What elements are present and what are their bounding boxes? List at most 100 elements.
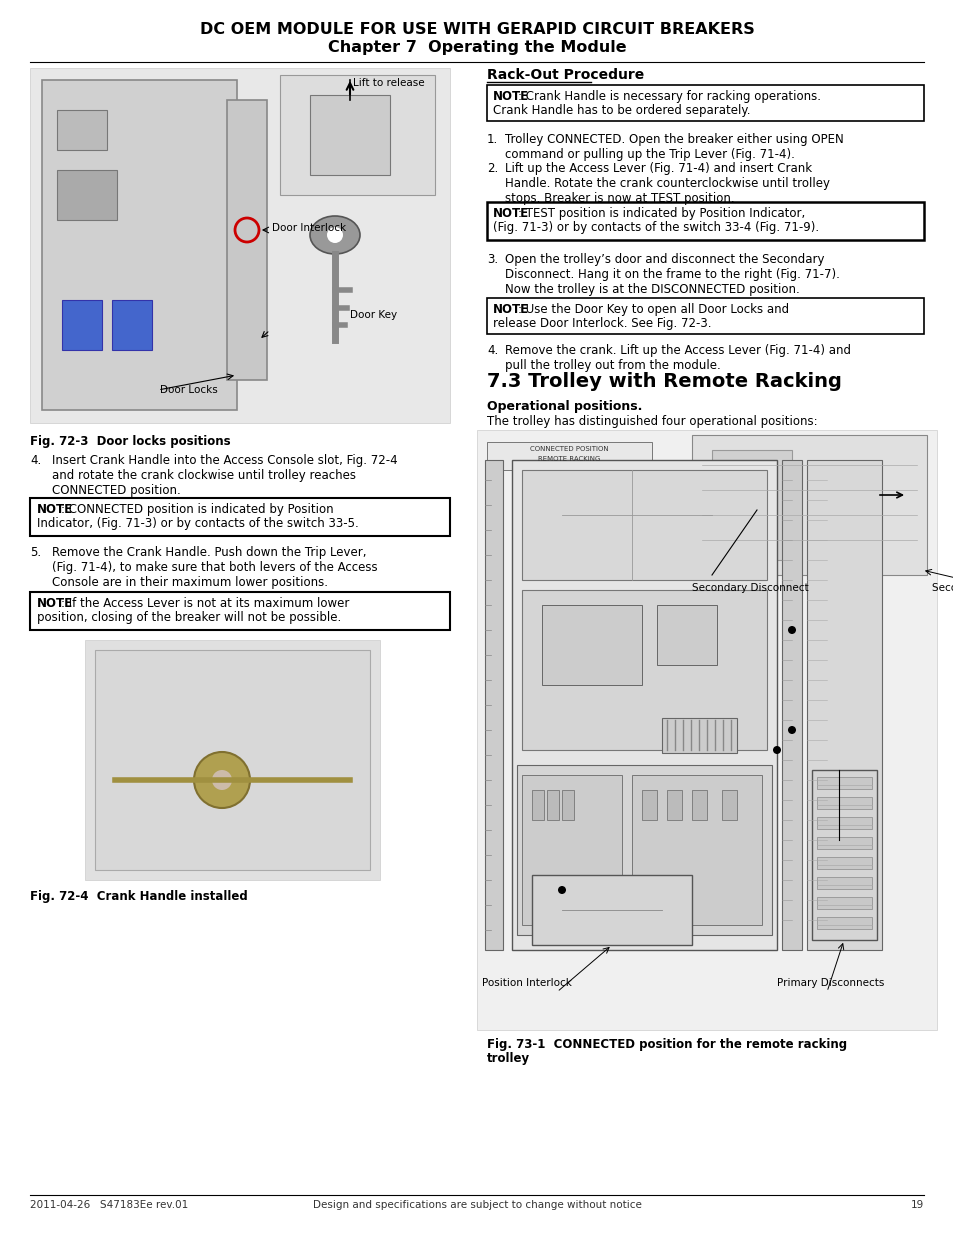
Text: 7.3 Trolley with Remote Racking: 7.3 Trolley with Remote Racking (486, 372, 841, 391)
Bar (521, 471, 766, 580)
Text: Primary Disconnects: Primary Disconnects (776, 978, 883, 988)
Circle shape (327, 227, 343, 243)
Bar (811, 769, 876, 940)
Bar (816, 837, 871, 848)
Text: Door Interlock: Door Interlock (272, 224, 346, 233)
Text: NOTE: NOTE (37, 597, 73, 610)
Text: Lift to release: Lift to release (353, 78, 424, 88)
Text: Secondary Disconnect: Secondary Disconnect (691, 583, 808, 593)
Text: Crank Handle has to be ordered separately.: Crank Handle has to be ordered separatel… (493, 104, 750, 117)
Bar (691, 435, 926, 576)
Text: CONNECTED POSITION: CONNECTED POSITION (529, 446, 608, 452)
Text: NOTE: NOTE (37, 503, 73, 516)
Text: NOTE: NOTE (493, 207, 529, 220)
Text: Design and specifications are subject to change without notice: Design and specifications are subject to… (313, 1200, 640, 1210)
Circle shape (212, 769, 232, 790)
Text: position, closing of the breaker will not be possible.: position, closing of the breaker will no… (37, 611, 341, 624)
Text: REMOTE RACKING: REMOTE RACKING (537, 456, 599, 462)
Bar (691, 790, 706, 820)
Bar (57, 170, 117, 220)
Text: : CONNECTED position is indicated by Position: : CONNECTED position is indicated by Pos… (61, 503, 334, 516)
Text: 3.: 3. (486, 253, 497, 266)
Bar (227, 100, 267, 380)
Text: Fig. 72-4  Crank Handle installed: Fig. 72-4 Crank Handle installed (30, 890, 248, 903)
Bar (486, 298, 923, 333)
Circle shape (787, 626, 795, 634)
Bar (631, 776, 761, 925)
Bar (721, 790, 737, 820)
Circle shape (787, 726, 795, 734)
Text: Door Locks: Door Locks (160, 385, 217, 395)
Bar (486, 442, 651, 471)
Bar (30, 592, 450, 630)
Text: 4.: 4. (30, 454, 41, 467)
Bar (280, 75, 435, 195)
Text: Remove the crank. Lift up the Access Lever (Fig. 71-4) and
pull the trolley out : Remove the crank. Lift up the Access Lev… (504, 345, 850, 372)
Text: Fig. 73-1  CONNECTED position for the remote racking: Fig. 73-1 CONNECTED position for the rem… (486, 1037, 846, 1051)
Bar (546, 790, 558, 820)
Bar (521, 776, 621, 925)
Circle shape (193, 752, 250, 808)
Bar (521, 590, 766, 750)
Bar (476, 430, 936, 1030)
Circle shape (772, 746, 781, 755)
Bar (310, 95, 390, 175)
Text: (Fig. 71-3) or by contacts of the switch 33-4 (Fig. 71-9).: (Fig. 71-3) or by contacts of the switch… (493, 221, 819, 233)
Text: 2011-04-26   S47183Ee rev.01: 2011-04-26 S47183Ee rev.01 (30, 1200, 188, 1210)
Bar (657, 605, 717, 664)
Bar (486, 85, 923, 121)
Text: NOTE: NOTE (493, 303, 529, 316)
Text: Open the trolley’s door and disconnect the Secondary
Disconnect. Hang it on the : Open the trolley’s door and disconnect t… (504, 253, 839, 296)
Bar (816, 818, 871, 829)
Text: Secondary Disconnect: Secondary Disconnect (931, 583, 953, 593)
Bar (486, 203, 923, 240)
Text: Insert Crank Handle into the Access Console slot, Fig. 72-4
and rotate the crank: Insert Crank Handle into the Access Cons… (52, 454, 397, 496)
Text: 1.: 1. (486, 133, 497, 146)
Text: 2.: 2. (486, 162, 497, 175)
Text: Fig. 72-3  Door locks positions: Fig. 72-3 Door locks positions (30, 435, 231, 448)
Bar (816, 797, 871, 809)
Text: DC OEM MODULE FOR USE WITH GERAPID CIRCUIT BREAKERS: DC OEM MODULE FOR USE WITH GERAPID CIRCU… (199, 22, 754, 37)
Bar (85, 640, 379, 881)
Bar (512, 459, 776, 950)
Bar (641, 790, 657, 820)
Text: release Door Interlock. See Fig. 72-3.: release Door Interlock. See Fig. 72-3. (493, 317, 711, 330)
Bar (30, 68, 450, 424)
Bar (112, 300, 152, 350)
Bar (57, 110, 107, 149)
Text: Operational positions.: Operational positions. (486, 400, 641, 412)
Text: : TEST position is indicated by Position Indicator,: : TEST position is indicated by Position… (517, 207, 804, 220)
Circle shape (558, 885, 565, 894)
Text: : Crank Handle is necessary for racking operations.: : Crank Handle is necessary for racking … (517, 90, 821, 103)
Text: The trolley has distinguished four operational positions:: The trolley has distinguished four opera… (486, 415, 817, 429)
Bar (816, 857, 871, 869)
Bar (816, 897, 871, 909)
Text: NOTE: NOTE (493, 90, 529, 103)
Bar (816, 877, 871, 889)
Text: : If the Access Lever is not at its maximum lower: : If the Access Lever is not at its maxi… (61, 597, 349, 610)
Bar (42, 80, 236, 410)
Bar (806, 459, 882, 950)
Bar (484, 459, 502, 950)
Text: 19: 19 (910, 1200, 923, 1210)
Text: trolley: trolley (486, 1052, 530, 1065)
Bar (95, 650, 370, 869)
Ellipse shape (310, 216, 359, 254)
Text: Chapter 7  Operating the Module: Chapter 7 Operating the Module (327, 40, 626, 56)
Text: Position Interlock: Position Interlock (481, 978, 571, 988)
Text: Remove the Crank Handle. Push down the Trip Lever,
(Fig. 71-4), to make sure tha: Remove the Crank Handle. Push down the T… (52, 546, 377, 589)
Bar (517, 764, 771, 935)
Bar (561, 790, 574, 820)
Text: Door Key: Door Key (350, 310, 396, 320)
Text: Rack-Out Procedure: Rack-Out Procedure (486, 68, 643, 82)
Bar (781, 459, 801, 950)
Bar (711, 450, 791, 559)
Bar (62, 300, 102, 350)
Text: Indicator, (Fig. 71-3) or by contacts of the switch 33-5.: Indicator, (Fig. 71-3) or by contacts of… (37, 517, 358, 530)
Bar (532, 876, 691, 945)
Bar (816, 777, 871, 789)
Bar (532, 790, 543, 820)
Text: : Use the Door Key to open all Door Locks and: : Use the Door Key to open all Door Lock… (517, 303, 788, 316)
Bar (661, 718, 737, 753)
Bar (666, 790, 681, 820)
